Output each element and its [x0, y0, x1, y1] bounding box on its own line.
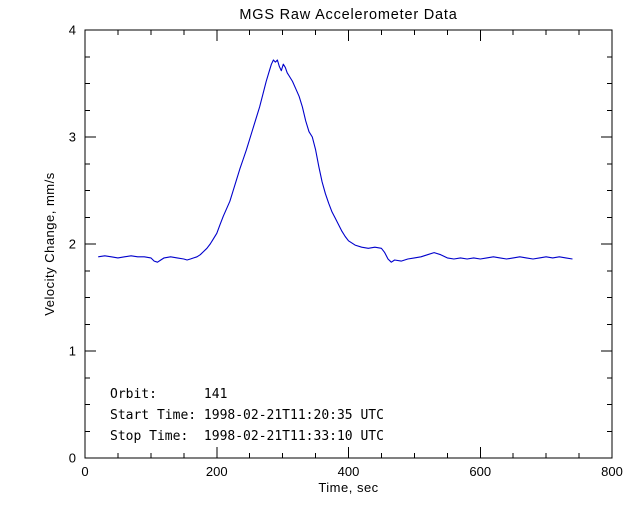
svg-text:600: 600: [469, 464, 491, 479]
svg-text:400: 400: [338, 464, 360, 479]
svg-text:200: 200: [206, 464, 228, 479]
svg-text:Stop Time: 1998-02-21T11:33:1: Stop Time: 1998-02-21T11:33:10 UTC: [110, 429, 384, 444]
svg-text:800: 800: [601, 464, 623, 479]
svg-text:Start Time: 1998-02-21T11:20:3: Start Time: 1998-02-21T11:20:35 UTC: [110, 408, 384, 423]
svg-text:Time, sec: Time, sec: [318, 480, 378, 495]
svg-text:Velocity Change, mm/s: Velocity Change, mm/s: [42, 172, 57, 315]
svg-text:4: 4: [69, 23, 76, 38]
svg-text:2: 2: [69, 237, 76, 252]
svg-text:3: 3: [69, 130, 76, 145]
svg-text:1: 1: [69, 344, 76, 359]
svg-text:MGS Raw Accelerometer Data: MGS Raw Accelerometer Data: [239, 7, 457, 23]
svg-text:0: 0: [69, 451, 76, 466]
svg-text:0: 0: [81, 464, 88, 479]
svg-text:Orbit: 141: Orbit: 141: [110, 387, 227, 402]
